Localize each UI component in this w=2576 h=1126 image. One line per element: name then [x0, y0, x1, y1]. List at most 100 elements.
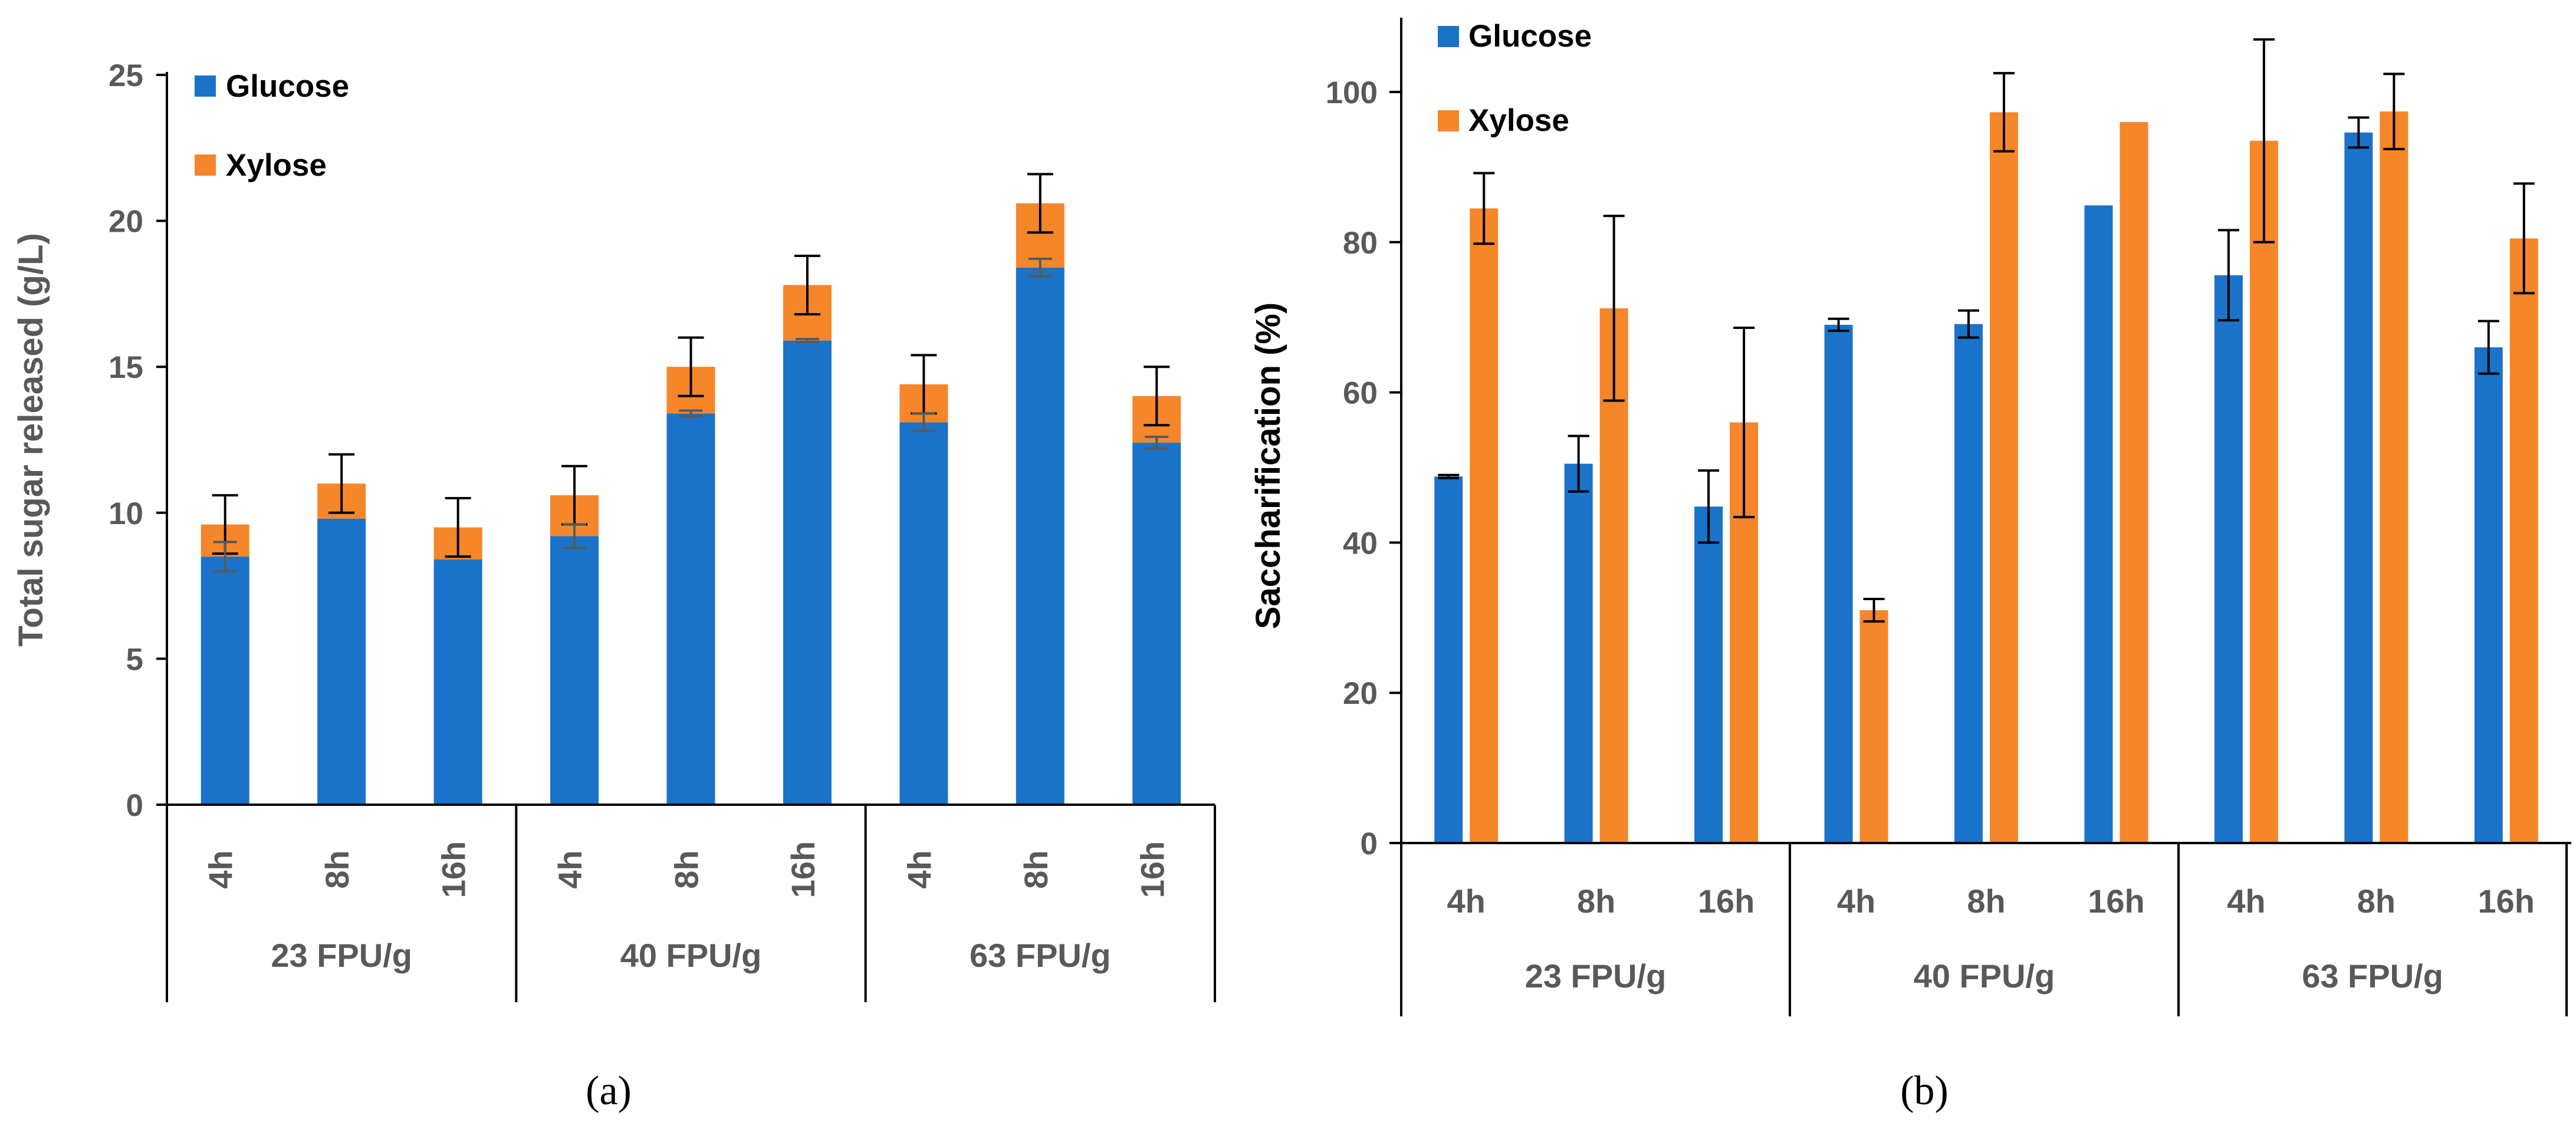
- a-x-tick-label: 8h: [668, 850, 705, 888]
- a-error-xylose: [328, 453, 355, 514]
- b-bar-xylose: [1859, 610, 1888, 843]
- b-error-xylose: [1993, 72, 2015, 153]
- a-y-tick-label: 0: [126, 788, 143, 823]
- b-x-tick-label: 4h: [2227, 883, 2265, 920]
- b-y-tick-label: 100: [1326, 75, 1378, 110]
- a-legend-glucose-label: Glucose: [226, 69, 349, 104]
- a-y-tick-label: 25: [109, 58, 143, 93]
- a-bar-glucose: [666, 413, 715, 805]
- a-x-tick-label: 16h: [784, 841, 822, 898]
- a-legend-glucose-swatch: [195, 75, 216, 97]
- b-legend-glucose-label: Glucose: [1468, 19, 1592, 54]
- b-error-xylose: [2383, 73, 2405, 150]
- a-group-label: 23 FPU/g: [271, 937, 412, 974]
- b-error-glucose: [1438, 473, 1460, 479]
- b-bar-glucose: [1954, 324, 1983, 843]
- a-bar-glucose: [899, 422, 948, 805]
- a-bar-glucose: [433, 559, 482, 805]
- b-x-tick-label: 4h: [1447, 883, 1486, 920]
- b-error-glucose: [2348, 116, 2370, 149]
- a-error-xylose: [1144, 366, 1170, 427]
- a-error-xylose: [678, 336, 704, 397]
- a-x-tick-label: 8h: [318, 850, 356, 888]
- b-legend-glucose-swatch: [1438, 26, 1459, 47]
- a-error-glucose: [213, 541, 237, 572]
- b-error-glucose: [2478, 320, 2499, 375]
- a-x-tick-label: 4h: [202, 850, 239, 888]
- b-bar-glucose: [2474, 347, 2503, 843]
- a-bar-glucose: [201, 557, 249, 805]
- a-bar-glucose: [1132, 442, 1181, 805]
- a-x-tick-label: 16h: [435, 841, 472, 898]
- b-y-tick-label: 60: [1343, 376, 1378, 411]
- b-bar-glucose: [2344, 132, 2373, 843]
- b-bar-xylose: [2380, 111, 2409, 843]
- a-bar-glucose: [550, 536, 599, 805]
- b-error-xylose: [1863, 597, 1885, 623]
- b-x-tick-label: 16h: [1698, 883, 1755, 920]
- a-error-glucose: [912, 412, 936, 433]
- panel-b: 0 20 40 60 80 100 4h 8h 16h 4h 8h 16h 4h 8h 16h 23 FP…: [1249, 18, 2571, 1114]
- a-y-tick-label: 15: [109, 350, 143, 385]
- b-error-xylose: [1733, 327, 1755, 519]
- a-bar-glucose: [783, 340, 832, 805]
- b-error-xylose: [2513, 182, 2535, 295]
- b-group-label: 23 FPU/g: [1525, 957, 1667, 995]
- b-group-label: 63 FPU/g: [2302, 957, 2443, 995]
- b-error-xylose: [1603, 215, 1625, 402]
- a-error-xylose: [1027, 173, 1053, 234]
- b-bar-xylose: [1470, 208, 1499, 844]
- a-group-label: 63 FPU/g: [970, 937, 1111, 974]
- a-y-tick-label: 10: [109, 496, 143, 531]
- panel-b-label: (b): [1900, 1068, 1949, 1114]
- a-x-tick-label: 4h: [901, 850, 938, 888]
- b-bar-glucose: [1434, 476, 1463, 843]
- a-y-axis-title: Total sugar released (g/L): [12, 233, 50, 647]
- a-bar-glucose: [317, 518, 366, 805]
- b-bar-xylose: [2509, 238, 2538, 844]
- a-error-xylose: [445, 497, 471, 558]
- b-x-tick-label: 16h: [2478, 883, 2535, 920]
- b-bar-glucose: [1564, 463, 1593, 843]
- panel-a-label: (a): [586, 1068, 632, 1114]
- a-error-glucose: [563, 523, 587, 549]
- b-error-glucose: [1568, 434, 1589, 493]
- b-bar-glucose: [1824, 324, 1853, 843]
- a-legend-xylose-swatch: [195, 154, 216, 176]
- a-y-tick-label: 20: [109, 205, 143, 239]
- b-bar-glucose: [2084, 205, 2113, 843]
- b-x-tick-label: 16h: [2088, 883, 2145, 920]
- b-y-tick-label: 40: [1343, 526, 1378, 561]
- a-error-glucose: [1028, 257, 1052, 278]
- b-x-tick-label: 8h: [1967, 883, 2005, 920]
- a-group-label: 40 FPU/g: [620, 937, 762, 974]
- a-x-tick-label: 4h: [551, 850, 589, 888]
- b-y-tick-label: 80: [1343, 226, 1378, 261]
- b-x-tick-label: 4h: [1837, 883, 1875, 920]
- a-x-tick-label: 16h: [1133, 841, 1171, 898]
- b-legend-xylose-label: Xylose: [1468, 103, 1569, 138]
- a-legend-xylose-label: Xylose: [226, 148, 327, 183]
- panel-a: 0 5 10 15 20 25 4h 8h 16h 4h 8h 16h 4h 8h 16h 23 FPU/…: [12, 58, 1216, 1114]
- b-error-glucose: [1958, 309, 1979, 339]
- b-bar-glucose: [2214, 275, 2243, 844]
- a-bar-glucose: [1016, 267, 1064, 805]
- b-x-tick-label: 8h: [1577, 883, 1615, 920]
- b-error-glucose: [2217, 229, 2239, 322]
- b-x-tick-label: 8h: [2357, 883, 2396, 920]
- b-error-glucose: [1698, 469, 1720, 544]
- a-error-glucose: [679, 409, 703, 418]
- b-bar-glucose: [1694, 506, 1723, 843]
- b-bar-xylose: [2120, 121, 2148, 844]
- a-error-xylose: [794, 255, 820, 316]
- b-y-tick-label: 20: [1343, 676, 1378, 711]
- b-error-xylose: [1473, 172, 1495, 245]
- b-y-axis-title: Saccharification (%): [1249, 302, 1287, 629]
- a-error-glucose: [1145, 436, 1169, 450]
- a-error-glucose: [795, 338, 819, 344]
- b-group-label: 40 FPU/g: [1914, 957, 2055, 995]
- b-legend-xylose-swatch: [1438, 110, 1459, 131]
- b-bar-xylose: [2249, 140, 2278, 843]
- a-y-tick-label: 5: [126, 642, 143, 677]
